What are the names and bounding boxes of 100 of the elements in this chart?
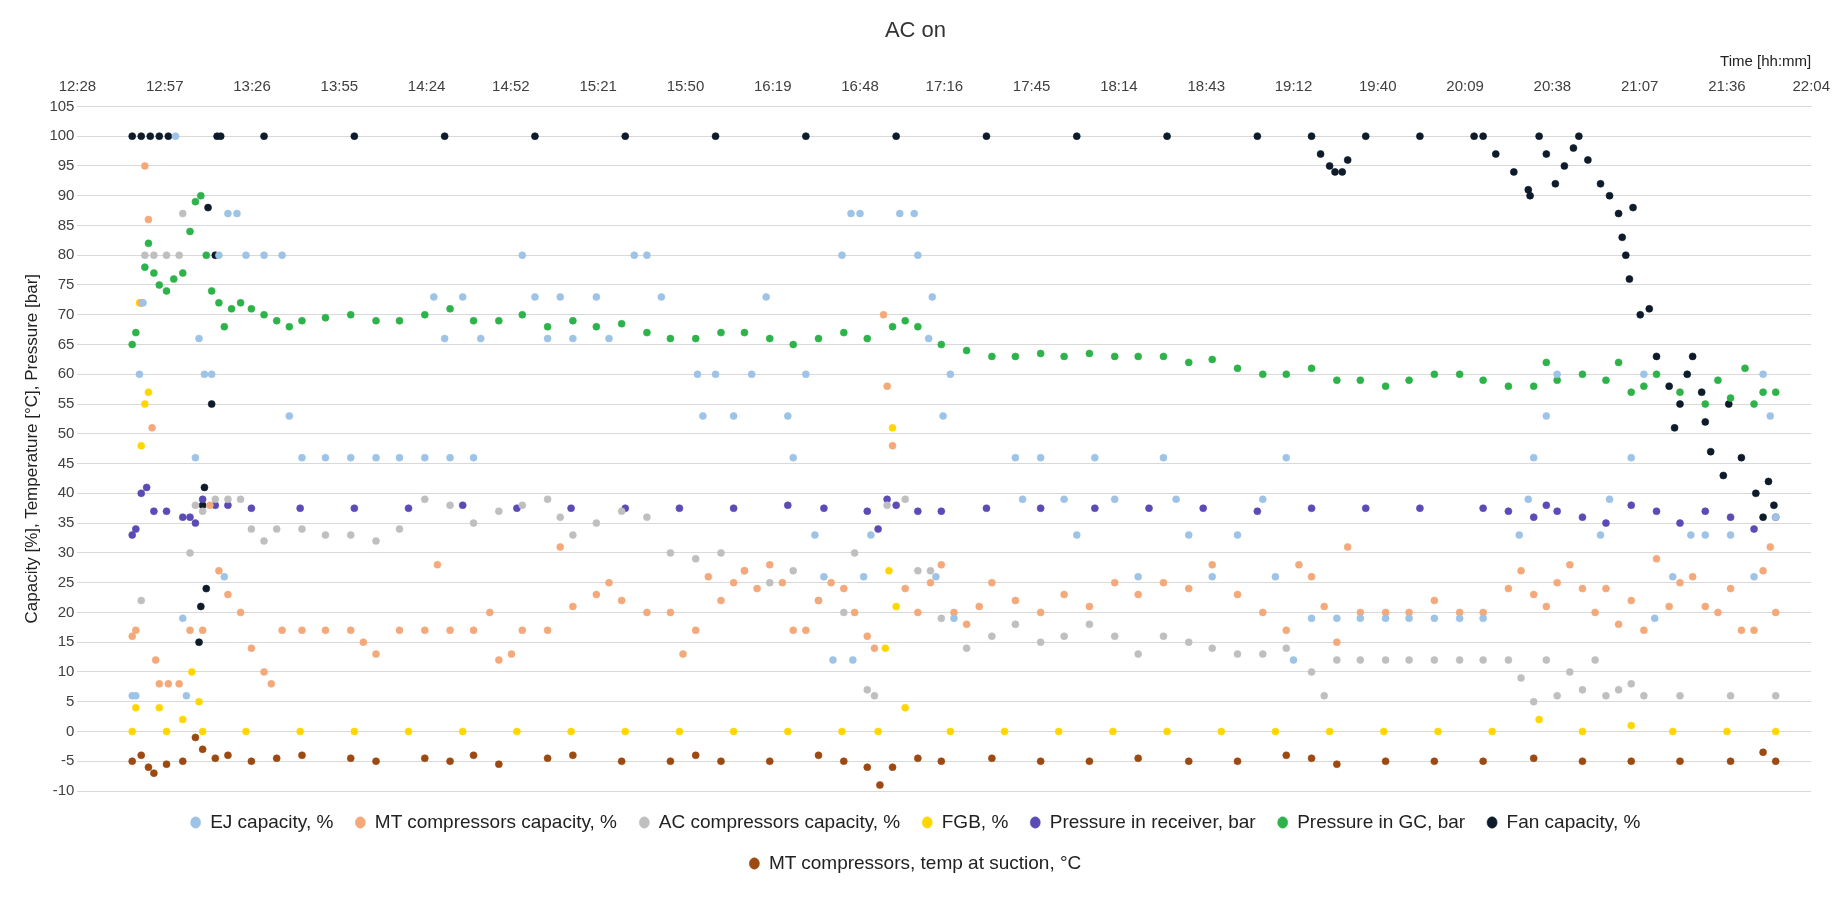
point [458,501,467,510]
point [242,727,250,736]
point [885,566,893,575]
point [946,727,955,736]
point [874,525,882,533]
point [1036,504,1045,513]
point [1771,757,1780,766]
point [150,769,158,777]
point [820,504,828,513]
y-tick-label: 60 [57,364,75,382]
point [888,763,897,771]
point [404,727,413,736]
x-tick-label: 18:14 [1100,76,1138,94]
y-tick-label: 40 [57,483,75,501]
x-tick-label: 22:04 [1792,76,1831,94]
point [247,757,256,766]
y-tick-label: 15 [57,632,75,650]
point [1163,727,1171,736]
point [1307,504,1316,513]
point [495,760,503,769]
legend-label: Fan capacity, % [1506,810,1641,832]
point [1361,504,1370,513]
point [191,519,200,527]
point [1627,501,1636,510]
point [404,504,413,513]
y-axis-title: Capacity [%], Temperature [°C], Pressure [bar] [21,273,41,624]
point [901,703,909,712]
point [543,754,552,763]
point [162,727,171,736]
point [144,763,153,771]
point [350,727,359,736]
x-tick-label: 21:07 [1620,76,1659,94]
x-tick-label: 19:40 [1359,76,1397,94]
point [298,751,306,760]
point [1430,757,1439,766]
y-tick-label: 100 [49,126,75,144]
point [617,757,626,766]
point [675,504,684,513]
y-tick-label: 10 [57,662,75,680]
point [1627,721,1636,730]
point [1381,757,1390,766]
point [784,727,792,736]
point [1054,727,1063,736]
point [1091,504,1099,513]
x-tick-label: 15:50 [666,76,705,94]
y-tick-label: 30 [57,543,75,561]
point [1726,513,1735,521]
point [191,733,200,742]
point [814,751,823,760]
point [1282,751,1291,760]
point [1109,727,1117,736]
point [1627,757,1636,766]
y-tick-label: 90 [57,185,75,203]
point [195,697,203,706]
point [247,504,256,513]
x-tick-label: 12:28 [58,76,97,94]
point [567,504,575,513]
point [914,507,922,516]
point [141,400,149,408]
point [132,525,140,533]
point [178,513,187,521]
point [513,504,521,513]
point [420,754,429,763]
point [150,507,158,516]
point [1085,757,1094,766]
point [446,757,454,766]
point [1578,727,1587,736]
point [874,727,882,736]
point [1199,504,1207,513]
y-tick-label: 45 [57,453,75,471]
point [717,757,725,766]
legend-label: MT compressors capacity, % [374,810,618,832]
point [198,745,207,754]
point [1759,748,1767,757]
x-tick-label: 13:55 [320,76,359,94]
x-tick-label: 17:45 [1012,76,1051,94]
point [513,727,521,736]
point [350,504,359,513]
point [1271,727,1280,736]
point [224,751,232,760]
point [178,715,187,724]
point [937,757,946,766]
y-tick-label: 50 [57,423,75,441]
point [569,751,577,760]
x-tick-label: 19:12 [1274,76,1313,94]
point [839,757,848,766]
point [666,757,675,766]
y-tick-label: 80 [57,245,75,263]
point [1529,754,1538,763]
point [1771,727,1780,736]
point [1723,727,1731,736]
x-tick-label: 12:57 [145,76,184,94]
y-tick-label: -10 [52,781,75,799]
point [1701,507,1710,516]
point [128,727,136,736]
point [162,507,171,516]
x-tick-label: 14:52 [492,76,530,94]
point [198,495,207,504]
point [128,531,136,539]
point [1184,757,1193,766]
